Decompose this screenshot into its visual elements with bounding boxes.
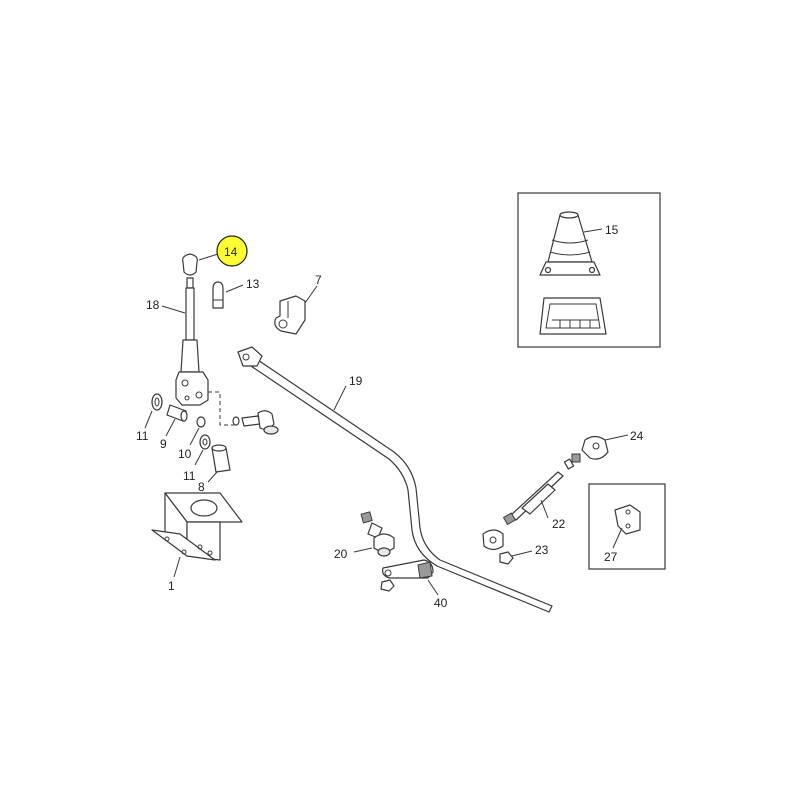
callout-24[interactable]: 24 (630, 429, 644, 443)
callout-11b[interactable]: 11 (183, 469, 196, 483)
callout-27[interactable]: 27 (604, 550, 618, 564)
callout-14[interactable]: 14 (224, 245, 238, 259)
callout-10[interactable]: 10 (178, 447, 192, 461)
highlight-circle-14[interactable] (216, 235, 248, 267)
part-22-rod: 24 22 23 (482, 429, 644, 565)
part-7: 7 (274, 273, 322, 335)
inset-box-bracket: 27 (588, 483, 666, 570)
callout-1[interactable]: 1 (168, 579, 175, 593)
part-13: 13 (212, 277, 260, 309)
callout-20[interactable]: 20 (334, 547, 348, 561)
lever-hardware: 11 9 10 11 8 (136, 391, 279, 494)
inset-box-boot: 15 (517, 192, 661, 348)
callout-22[interactable]: 22 (552, 517, 566, 531)
callout-18[interactable]: 18 (146, 298, 160, 312)
callout-8[interactable]: 8 (198, 480, 205, 494)
callout-15[interactable]: 15 (605, 223, 619, 237)
callout-11a[interactable]: 11 (136, 429, 149, 443)
shift-lever (175, 253, 209, 406)
callout-13[interactable]: 13 (246, 277, 260, 291)
part-20-40: 20 40 (334, 511, 448, 610)
callout-40[interactable]: 40 (434, 596, 448, 610)
part-1-bracket: 1 (151, 492, 243, 593)
callout-19[interactable]: 19 (349, 374, 363, 388)
callout-7[interactable]: 7 (315, 273, 322, 287)
callout-9[interactable]: 9 (160, 437, 167, 451)
callout-23[interactable]: 23 (535, 543, 549, 557)
part-19-rod: 19 (237, 346, 553, 613)
